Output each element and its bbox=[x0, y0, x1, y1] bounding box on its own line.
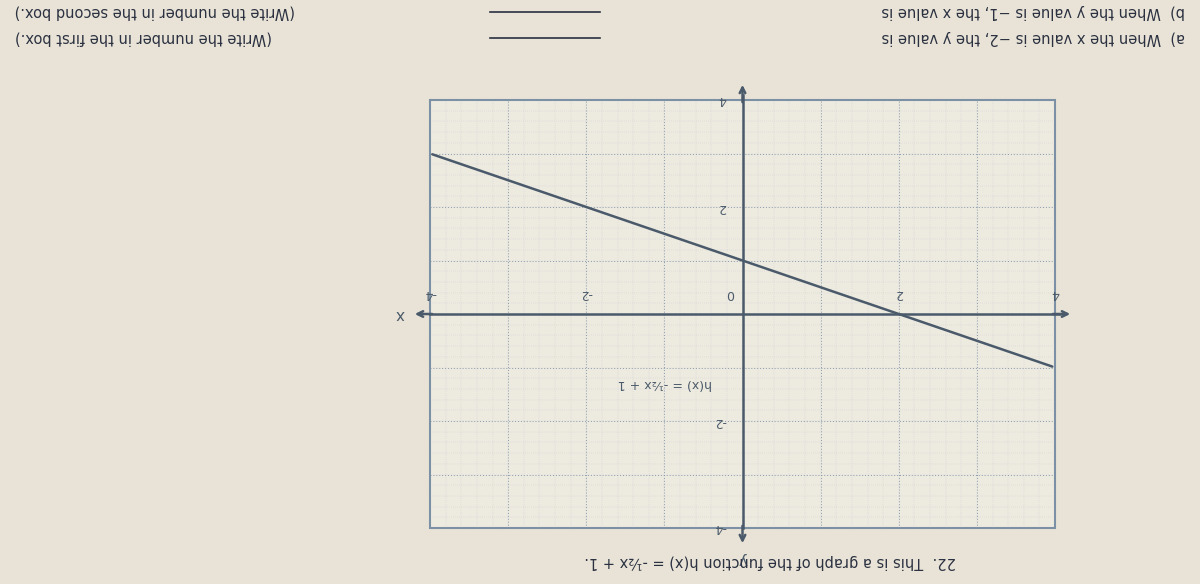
Text: y: y bbox=[738, 552, 746, 568]
Text: 2: 2 bbox=[895, 287, 902, 300]
Text: (Write the number in the second box.): (Write the number in the second box.) bbox=[14, 5, 295, 19]
Bar bbox=[430, 100, 1055, 528]
Text: -2: -2 bbox=[580, 287, 593, 300]
Text: 22.  This is a graph of the function h(x) = -½x + 1.: 22. This is a graph of the function h(x)… bbox=[584, 554, 956, 569]
Text: -4: -4 bbox=[424, 287, 436, 300]
Text: -2: -2 bbox=[714, 415, 726, 427]
Text: h(x) = -½x + 1: h(x) = -½x + 1 bbox=[617, 377, 712, 390]
Text: b)  When the y value is −1, the x value is: b) When the y value is −1, the x value i… bbox=[881, 5, 1186, 19]
Text: 2: 2 bbox=[719, 200, 726, 214]
Text: (Write the number in the first box.): (Write the number in the first box.) bbox=[14, 30, 272, 46]
Text: a)  When the x value is −2, the y value is: a) When the x value is −2, the y value i… bbox=[882, 30, 1186, 46]
Text: 4: 4 bbox=[1051, 287, 1058, 300]
Text: x: x bbox=[396, 307, 404, 322]
Text: 4: 4 bbox=[719, 93, 726, 106]
Text: 0: 0 bbox=[726, 287, 734, 300]
Text: -4: -4 bbox=[714, 522, 726, 534]
